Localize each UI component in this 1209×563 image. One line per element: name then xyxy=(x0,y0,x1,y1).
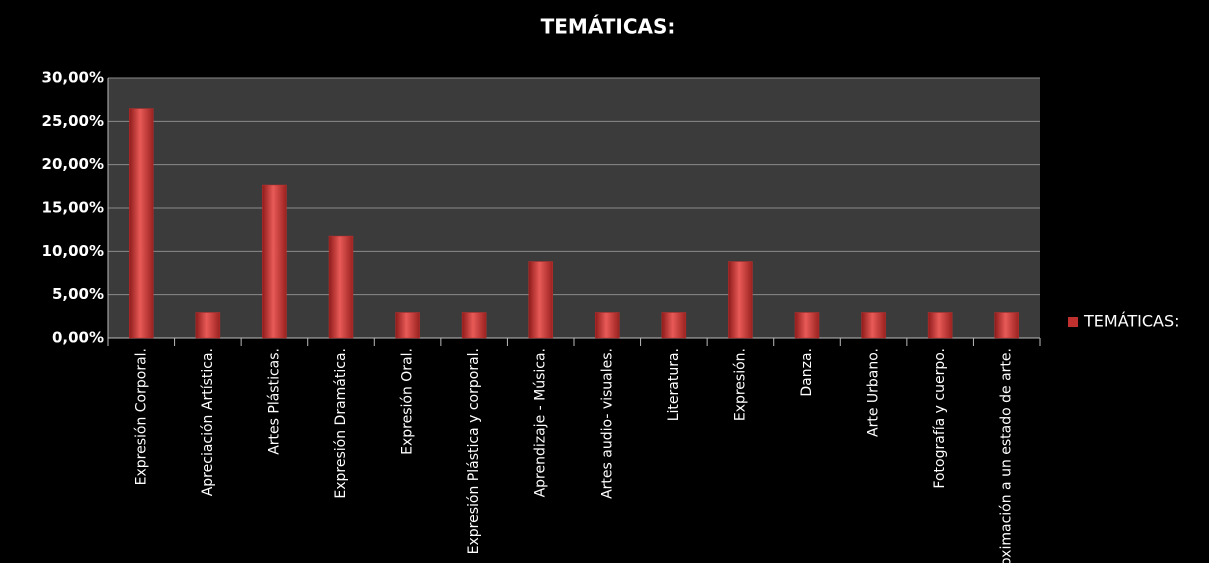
bar xyxy=(861,312,886,339)
x-tick-label: Fotografía y cuerpo. xyxy=(932,348,948,489)
bar xyxy=(195,312,221,339)
x-tick-label: Arte Urbano. xyxy=(866,348,882,437)
x-tick-label: Literatura. xyxy=(666,348,682,421)
bar xyxy=(595,312,620,339)
bar xyxy=(129,108,154,339)
chart-title: TEMÁTICAS: xyxy=(541,15,676,39)
bar xyxy=(728,261,753,339)
y-tick-label: 10,00% xyxy=(42,242,104,260)
x-tick-label: Artes audio- visuales. xyxy=(599,348,615,499)
bar xyxy=(528,261,553,339)
x-tick-label: Expresión. xyxy=(732,348,748,421)
x-tick-label: Expresión Corporal. xyxy=(133,348,149,485)
x-tick-label: Apreciación Artística. xyxy=(200,348,216,496)
x-tick-label: Aprendizaje - Música. xyxy=(533,348,549,497)
bar xyxy=(262,184,287,339)
x-tick-label: Aproximación a un estado de arte. xyxy=(999,348,1015,563)
legend-swatch xyxy=(1068,317,1078,327)
x-tick-label: Expresión Dramática. xyxy=(333,348,349,499)
bar xyxy=(461,312,487,339)
y-tick-label: 0,00% xyxy=(52,329,104,347)
y-tick-label: 30,00% xyxy=(42,69,104,87)
y-tick-label: 25,00% xyxy=(42,112,104,130)
x-tick-label: Expresión Oral. xyxy=(400,348,416,455)
bar xyxy=(661,312,687,339)
y-tick-label: 20,00% xyxy=(42,155,104,173)
x-tick-label: Danza. xyxy=(799,348,815,397)
legend-label: TEMÁTICAS: xyxy=(1083,312,1180,331)
bar xyxy=(927,312,953,339)
x-tick-label: Expresión Plástica y corporal. xyxy=(466,348,482,554)
y-tick-label: 15,00% xyxy=(42,199,104,217)
bar xyxy=(994,312,1019,339)
bar xyxy=(328,235,354,339)
x-tick-label: Artes Plásticas. xyxy=(266,348,282,455)
bar xyxy=(395,312,420,339)
bar xyxy=(794,312,820,339)
y-tick-label: 5,00% xyxy=(52,285,104,303)
